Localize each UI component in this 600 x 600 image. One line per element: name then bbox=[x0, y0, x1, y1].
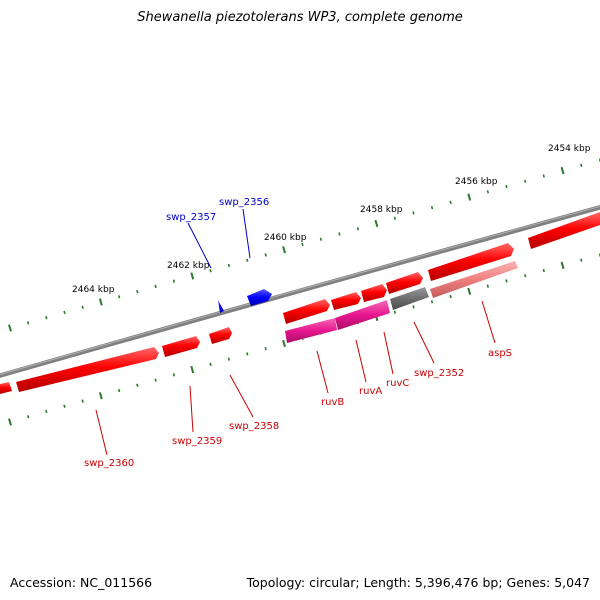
outer-arc-tick bbox=[26, 321, 30, 325]
outer-arc-tick bbox=[264, 253, 267, 257]
inner-arc-tick bbox=[81, 399, 84, 403]
inner-arc-tick bbox=[393, 310, 397, 314]
gene-aspS[interactable] bbox=[430, 261, 518, 298]
inner-arc-tick bbox=[209, 362, 212, 367]
inner-arc-tick bbox=[560, 261, 565, 270]
genome-backbone-highlight bbox=[0, 205, 600, 376]
outer-arc-tick bbox=[301, 242, 304, 247]
inner-arc-tick bbox=[580, 258, 583, 262]
inner-arc-tick bbox=[190, 365, 195, 374]
outer-arc-tick bbox=[356, 227, 360, 231]
outer-arc-tick bbox=[98, 298, 103, 306]
outer-arc-tick bbox=[154, 284, 157, 289]
gene-swp-2358[interactable] bbox=[209, 327, 232, 344]
gene-left-edge[interactable] bbox=[0, 382, 12, 394]
inner-arc-tick bbox=[449, 294, 452, 299]
outer-arc-tick bbox=[338, 232, 341, 236]
outer-arc-tick bbox=[580, 163, 583, 168]
gene-label-swp-2360: swp_2360 bbox=[84, 458, 134, 469]
gene-swp-2357[interactable] bbox=[218, 300, 224, 313]
outer-arc-tick bbox=[542, 174, 545, 178]
outer-arc-tick bbox=[412, 211, 415, 215]
outer-arc-tick bbox=[81, 305, 84, 309]
gene-label-swp-2359: swp_2359 bbox=[172, 436, 222, 447]
outer-arc-tick bbox=[282, 246, 286, 254]
gene-mid-3[interactable] bbox=[331, 292, 361, 310]
outer-arc-tick bbox=[190, 272, 195, 280]
inner-arc-tick bbox=[246, 352, 249, 356]
gene-label-swp-2358: swp_2358 bbox=[229, 421, 279, 432]
tick-label-2458: 2458 kbp bbox=[360, 205, 403, 215]
inner-arc-tick bbox=[154, 378, 157, 382]
inner-arc-tick bbox=[282, 339, 286, 348]
gene-swp-2352[interactable] bbox=[390, 287, 429, 310]
inner-arc-tick bbox=[430, 300, 434, 304]
outer-arc-tick bbox=[523, 179, 527, 183]
inner-arc-tick bbox=[486, 284, 490, 288]
outer-arc-tick bbox=[172, 279, 176, 283]
inner-arc-tick bbox=[172, 373, 176, 377]
gene-swp-2356[interactable] bbox=[247, 289, 272, 306]
outer-arc-tick bbox=[467, 193, 472, 201]
gene-swp-2352-upper[interactable] bbox=[428, 243, 514, 281]
gene-label-ruvC: ruvC bbox=[386, 378, 409, 389]
inner-arc-tick bbox=[98, 392, 103, 400]
outer-arc-tick bbox=[486, 190, 490, 194]
tick-label-2464: 2464 kbp bbox=[72, 285, 115, 295]
outer-arc-tick bbox=[393, 216, 397, 220]
leader-lines bbox=[95, 208, 496, 456]
inner-arc-tick bbox=[8, 418, 12, 426]
inner-arc-tick bbox=[45, 409, 48, 414]
gene-swp-2360[interactable] bbox=[16, 347, 159, 392]
outer-arc-tick bbox=[45, 315, 48, 320]
gene-ruvA-ruvC[interactable] bbox=[335, 300, 390, 330]
outer-arc-tick bbox=[209, 269, 212, 273]
outer-arc-tick bbox=[136, 289, 139, 294]
gene-label-ruvB: ruvB bbox=[321, 397, 344, 408]
gene-ruvB[interactable] bbox=[285, 318, 337, 343]
inner-arc-tick bbox=[136, 383, 139, 387]
outer-arc-tick bbox=[374, 219, 379, 228]
outer-arc-tick bbox=[8, 324, 12, 332]
inner-arc-tick bbox=[26, 415, 30, 419]
inner-arc-tick bbox=[412, 305, 415, 309]
gene-label-swp-2357: swp_2357 bbox=[166, 212, 216, 223]
inner-arc-tick bbox=[505, 279, 508, 283]
outer-arc-tick bbox=[449, 200, 452, 205]
gene-label-ruvA: ruvA bbox=[359, 386, 382, 397]
gene-label-swp-2356: swp_2356 bbox=[219, 197, 269, 208]
inner-arc-tick bbox=[264, 346, 267, 351]
outer-arc-tick bbox=[430, 205, 434, 210]
tick-label-2462: 2462 kbp bbox=[167, 261, 210, 271]
inner-arc-tick bbox=[227, 357, 231, 361]
outer-arc-tick bbox=[227, 263, 231, 268]
tick-dots bbox=[8, 158, 600, 426]
outer-arc-tick bbox=[117, 295, 121, 299]
gene-label-aspS: aspS bbox=[488, 348, 512, 359]
gene-mid-4[interactable] bbox=[283, 299, 330, 324]
gene-mid-1[interactable] bbox=[386, 272, 423, 294]
outer-arc-tick bbox=[560, 166, 565, 175]
genome-backbone bbox=[0, 205, 600, 378]
outer-arc-tick bbox=[505, 184, 508, 189]
gene-swp-2359[interactable] bbox=[162, 336, 200, 357]
gene-label-swp-2352: swp_2352 bbox=[414, 368, 464, 379]
inner-arc-tick bbox=[117, 388, 121, 393]
inner-arc-tick bbox=[467, 287, 472, 295]
inner-arc-tick bbox=[524, 274, 527, 278]
gene-mid-2[interactable] bbox=[361, 284, 387, 302]
accession-text: Accession: NC_011566 bbox=[10, 575, 153, 590]
gene-top-right[interactable] bbox=[528, 212, 600, 249]
tick-label-2456: 2456 kbp bbox=[455, 177, 498, 187]
outer-arc-tick bbox=[319, 237, 323, 241]
inner-arc-tick bbox=[63, 404, 66, 408]
genome-summary-text: Topology: circular; Length: 5,396,476 bp… bbox=[246, 575, 590, 590]
inner-arc-tick bbox=[542, 268, 545, 273]
tick-label-2460: 2460 kbp bbox=[264, 233, 307, 243]
tick-label-2454: 2454 kbp bbox=[548, 144, 591, 154]
map-title: Shewanella piezotolerans WP3, complete g… bbox=[137, 10, 463, 25]
outer-arc-tick bbox=[246, 258, 249, 262]
outer-arc-tick bbox=[63, 310, 66, 315]
